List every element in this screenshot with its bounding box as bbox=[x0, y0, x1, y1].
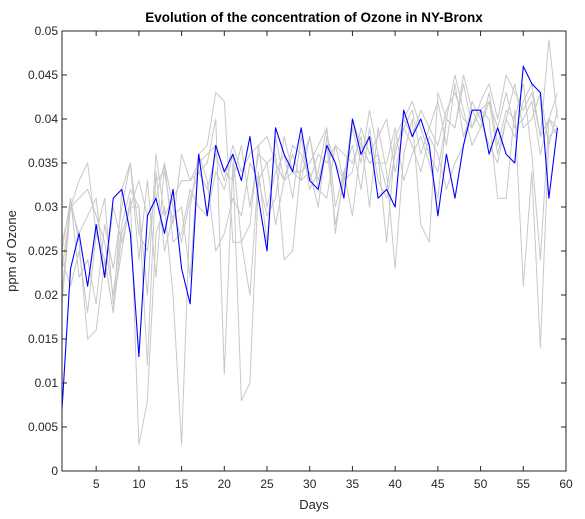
x-tick-label: 55 bbox=[517, 477, 531, 491]
x-tick-label: 10 bbox=[132, 477, 146, 491]
y-axis: 0 0.005 0.01 0.015 0.02 0.025 0.03 0.035 0.04 0.0… bbox=[28, 24, 566, 478]
x-tick-label: 50 bbox=[474, 477, 488, 491]
series-line-background-1 bbox=[61, 74, 558, 305]
y-tick-label: 0.04 bbox=[35, 112, 59, 126]
x-tick-label: 60 bbox=[559, 477, 573, 491]
x-tick-label: 15 bbox=[175, 477, 189, 491]
y-tick-label: 0.03 bbox=[35, 200, 59, 214]
y-tick-label: 0.01 bbox=[35, 376, 59, 390]
x-tick-label: 25 bbox=[260, 477, 274, 491]
series-line-background-5 bbox=[61, 83, 558, 349]
y-tick-label: 0.015 bbox=[28, 332, 58, 346]
x-tick-label: 30 bbox=[303, 477, 317, 491]
y-tick-label: 0.035 bbox=[28, 156, 58, 170]
x-tick-label: 35 bbox=[346, 477, 360, 491]
y-tick-label: 0.05 bbox=[35, 24, 59, 38]
y-tick-label: 0 bbox=[51, 464, 58, 478]
x-tick-label: 5 bbox=[93, 477, 100, 491]
plot-background bbox=[62, 31, 566, 471]
x-tick-label: 20 bbox=[218, 477, 232, 491]
x-axis-label: Days bbox=[299, 497, 329, 512]
y-tick-label: 0.005 bbox=[28, 420, 58, 434]
y-tick-label: 0.045 bbox=[28, 68, 58, 82]
x-tick-label: 45 bbox=[431, 477, 445, 491]
chart-title: Evolution of the concentration of Ozone … bbox=[145, 10, 483, 25]
y-tick-label: 0.02 bbox=[35, 288, 59, 302]
series-line-bronx bbox=[61, 65, 559, 410]
y-axis-label: ppm of Ozone bbox=[4, 210, 19, 292]
x-axis: 5 10 15 20 25 30 35 40 45 50 55 60 bbox=[93, 31, 573, 491]
y-tick-label: 0.025 bbox=[28, 244, 58, 258]
x-tick-label: 40 bbox=[388, 477, 402, 491]
highlighted-series-group bbox=[61, 65, 559, 410]
